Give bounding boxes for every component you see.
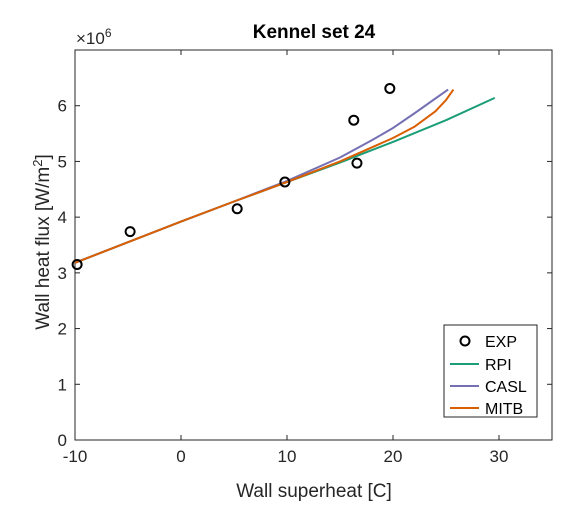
plot-area-border: [74, 49, 553, 441]
legend: EXP RPI CASL MITB: [443, 324, 538, 418]
x-tick-label: 0: [176, 447, 185, 466]
y-axis-label-main: Wall heat flux [W/m: [33, 167, 54, 330]
exp-point: [279, 176, 291, 188]
x-tick-label: -10: [63, 447, 88, 466]
exp-point: [384, 82, 396, 94]
legend-label-rpi: RPI: [485, 357, 512, 374]
plot-frame: [74, 49, 553, 441]
plot-data: [71, 82, 496, 270]
legend-label-casl: CASL: [485, 379, 527, 396]
y-axis-label: Wall heat flux [W/m2]: [30, 154, 55, 329]
y-exponent-label: ×106: [76, 26, 112, 48]
y-tick-label: 2: [58, 320, 67, 339]
legend-label-mitb: MITB: [485, 401, 523, 418]
y-tick-label: 4: [58, 208, 67, 227]
y-exponent-base: ×10: [76, 29, 105, 48]
x-tick-label: 20: [384, 447, 403, 466]
x-tick-label: 10: [278, 447, 297, 466]
y-tick-label: 0: [58, 431, 67, 450]
legend-box: [443, 324, 538, 418]
chart-title: Kennel set 24: [253, 22, 376, 43]
y-tick-label: 5: [58, 152, 67, 171]
y-tick-label: 3: [58, 264, 67, 283]
y-axis-label-superscript: 2: [30, 160, 45, 167]
legend-label-exp: EXP: [485, 334, 517, 351]
exp-point: [348, 114, 360, 126]
exp-point: [124, 226, 136, 238]
exp-point: [351, 157, 363, 169]
legend-marker-exp: [459, 335, 471, 347]
x-axis-label: Wall superheat [C]: [236, 481, 392, 502]
exp-point: [231, 203, 243, 215]
y-tick-label: 1: [58, 375, 67, 394]
series-line-mitb: [74, 89, 455, 264]
exp-point: [71, 259, 83, 270]
y-tick-label: 6: [58, 97, 67, 116]
y-exponent-power: 6: [105, 26, 112, 40]
x-tick-label: 30: [490, 447, 509, 466]
y-axis-label-tail: ]: [33, 154, 54, 159]
